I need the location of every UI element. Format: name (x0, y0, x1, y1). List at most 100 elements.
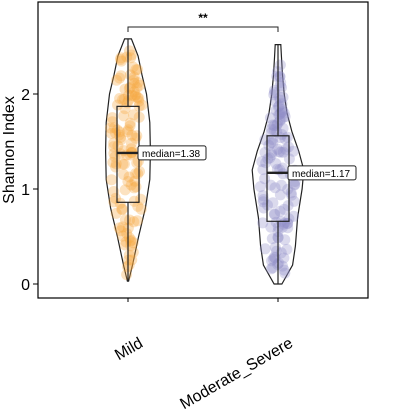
data-point (122, 176, 134, 187)
data-point (271, 126, 283, 138)
data-point (118, 93, 130, 105)
data-point (127, 246, 139, 258)
data-point (130, 64, 142, 76)
data-point (131, 215, 143, 227)
data-point (279, 111, 291, 123)
data-point (119, 83, 131, 95)
data-point (273, 100, 285, 112)
data-point (132, 168, 144, 180)
data-point (125, 179, 137, 191)
x-tick-label: Mild (112, 335, 146, 364)
data-point (274, 59, 286, 71)
data-point (279, 217, 291, 229)
data-point (112, 99, 123, 111)
median-label-box (287, 165, 357, 181)
data-point (270, 216, 282, 228)
data-point (128, 86, 140, 98)
data-point (272, 143, 284, 155)
violin-moderate_severe (251, 44, 305, 285)
data-point (128, 77, 140, 89)
data-point (115, 225, 127, 237)
data-point (266, 123, 277, 135)
y-axis-title: Shannon Index (1, 96, 18, 204)
data-point (128, 216, 140, 228)
data-point (271, 70, 283, 82)
data-point (274, 115, 286, 127)
data-point (133, 92, 145, 104)
data-point (265, 179, 277, 191)
data-point (132, 77, 144, 89)
data-point (130, 89, 141, 101)
data-point (264, 112, 276, 124)
data-point (265, 147, 277, 159)
data-point (132, 200, 144, 212)
data-point (118, 158, 130, 170)
data-point (114, 93, 126, 104)
data-point (277, 112, 289, 124)
data-point (257, 217, 269, 229)
data-point (274, 80, 286, 92)
data-point (132, 91, 143, 103)
data-point (273, 146, 285, 158)
data-point (121, 97, 133, 109)
data-point (124, 45, 135, 57)
data-point (289, 179, 301, 191)
data-point (278, 264, 290, 276)
data-point (110, 192, 121, 204)
data-point (126, 129, 138, 141)
y-tick-label: 2 (21, 87, 30, 104)
data-point (263, 139, 275, 151)
data-point (274, 189, 286, 201)
data-point (266, 149, 277, 161)
data-point (119, 184, 131, 196)
data-point (106, 174, 118, 186)
data-point (265, 137, 277, 149)
data-point (121, 269, 133, 281)
significance-label: ** (198, 11, 208, 25)
data-point (105, 127, 117, 139)
data-point (117, 230, 128, 242)
data-point (123, 83, 135, 94)
jitter-points-layer (105, 45, 301, 281)
data-point (124, 214, 136, 226)
data-point (277, 260, 288, 272)
data-point (259, 243, 271, 255)
data-point (109, 127, 121, 139)
data-point (271, 245, 282, 257)
violin-layer (104, 38, 305, 285)
data-point (107, 156, 119, 168)
data-point (115, 134, 127, 146)
data-point (274, 71, 286, 82)
data-point (125, 137, 137, 149)
data-point (125, 49, 137, 61)
data-point (116, 203, 128, 215)
data-point (274, 108, 286, 120)
data-point (114, 72, 126, 84)
data-point (128, 74, 140, 86)
data-point (281, 131, 293, 143)
data-point (267, 262, 279, 274)
data-point (132, 64, 144, 76)
data-point (125, 143, 137, 155)
data-point (270, 158, 282, 170)
data-point (106, 112, 118, 124)
data-point (112, 140, 124, 152)
data-point (260, 157, 272, 169)
x-axis: Mild Moderate_Severe (112, 298, 296, 410)
data-point (128, 109, 139, 121)
data-point (123, 232, 135, 244)
data-point (275, 179, 287, 191)
median-label: median=1.17 (292, 169, 351, 180)
data-point (268, 124, 280, 136)
data-point (117, 158, 129, 170)
y-axis: 0 1 2 (21, 87, 38, 294)
data-point (119, 214, 131, 226)
data-point (273, 109, 285, 121)
data-point (124, 120, 136, 132)
data-point (123, 249, 135, 261)
y-tick-label: 1 (21, 182, 30, 199)
y-tick-label: 0 (21, 277, 30, 294)
data-point (257, 190, 269, 202)
data-point (117, 94, 129, 105)
data-point (123, 171, 135, 183)
